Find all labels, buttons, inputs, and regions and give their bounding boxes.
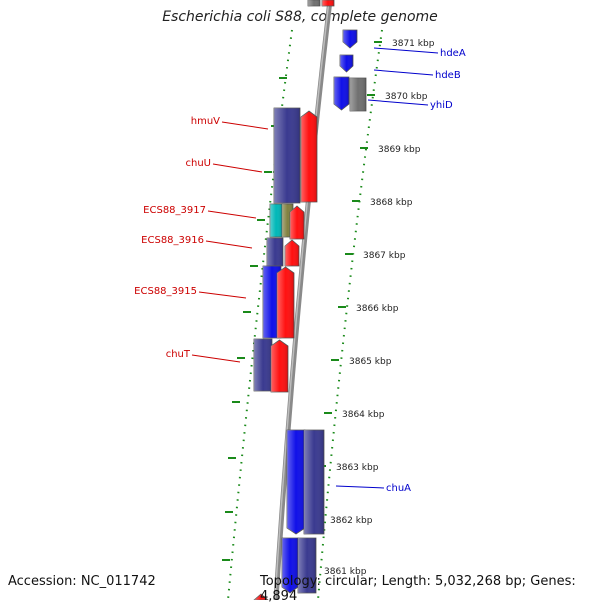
kbp-tick-label: 3865 kbp xyxy=(349,357,392,367)
right-dotted-boundary xyxy=(317,29,383,600)
kbp-tick-label: 3871 kbp xyxy=(392,39,435,49)
gene-label-hdeA[interactable]: hdeA xyxy=(440,48,466,59)
gene-hdeB[interactable] xyxy=(339,54,354,73)
gene-label-hmuV[interactable]: hmuV xyxy=(191,116,220,127)
gene-hdeA[interactable] xyxy=(342,29,358,49)
label-leader xyxy=(373,69,434,76)
gene-features xyxy=(253,0,367,600)
gene-ECS88_3916[interactable] xyxy=(266,237,284,267)
gene-label-chuU[interactable]: chuU xyxy=(186,158,212,169)
gene-label-chuT[interactable]: chuT xyxy=(166,349,191,360)
gene-label-chuA[interactable]: chuA xyxy=(386,483,411,494)
gene-top-b[interactable] xyxy=(307,0,321,7)
kbp-tick-marks: 3871 kbp 3870 kbp 3869 kbp 3868 kbp 3867 kbp… xyxy=(222,39,435,577)
kbp-tick-label: 3867 kbp xyxy=(363,251,406,261)
gene-chuT[interactable] xyxy=(253,338,273,392)
gene-label-ECS88_3916[interactable]: ECS88_3916 xyxy=(141,235,204,246)
label-leader xyxy=(198,291,247,299)
gene-red-3[interactable] xyxy=(284,239,300,267)
genome-backbone xyxy=(273,0,333,600)
kbp-tick-label: 3864 kbp xyxy=(342,410,385,420)
label-leader xyxy=(373,47,439,54)
gene-ECS88_3917[interactable] xyxy=(269,203,283,238)
genome-title: Escherichia coli S88, complete genome xyxy=(162,9,438,25)
gene-yhiD-a[interactable] xyxy=(333,76,350,111)
gene-label-hdeB[interactable]: hdeB xyxy=(435,70,461,81)
kbp-tick-label: 3863 kbp xyxy=(336,463,379,473)
label-leader xyxy=(335,485,385,489)
gene-red-1[interactable] xyxy=(300,110,318,203)
gene-red-4[interactable] xyxy=(276,266,295,339)
gene-red-2[interactable] xyxy=(289,205,305,240)
kbp-tick-label: 3870 kbp xyxy=(385,92,428,102)
gene-labels: hmuV chuU ECS88_3917 ECS88_3916 ECS88_3915ch… xyxy=(134,47,466,494)
gene-red-5[interactable] xyxy=(270,339,289,393)
kbp-tick-label: 3862 kbp xyxy=(330,516,373,526)
gene-yhiD-b[interactable] xyxy=(349,77,367,112)
gene-label-ECS88_3917[interactable]: ECS88_3917 xyxy=(143,205,206,216)
gene-chuA-b[interactable] xyxy=(303,429,325,535)
gene-label-yhiD[interactable]: yhiD xyxy=(430,100,453,111)
label-leader xyxy=(191,354,241,363)
kbp-tick-label: 3861 kbp xyxy=(324,567,367,577)
gene-label-ECS88_3915[interactable]: ECS88_3915 xyxy=(134,286,197,297)
gene-hmuV-chuU[interactable] xyxy=(273,107,301,204)
accession-text: Accession: NC_011742 xyxy=(8,574,156,589)
gene-chuA-a[interactable] xyxy=(286,429,306,535)
gene-top-a[interactable] xyxy=(321,0,335,7)
label-leader xyxy=(221,121,269,130)
kbp-tick-label: 3869 kbp xyxy=(378,145,421,155)
label-leader xyxy=(212,163,263,173)
kbp-tick-label: 3866 kbp xyxy=(356,304,399,314)
label-leader xyxy=(205,240,253,249)
kbp-tick-label: 3868 kbp xyxy=(370,198,413,208)
label-leader xyxy=(367,99,429,106)
label-leader xyxy=(207,210,257,219)
